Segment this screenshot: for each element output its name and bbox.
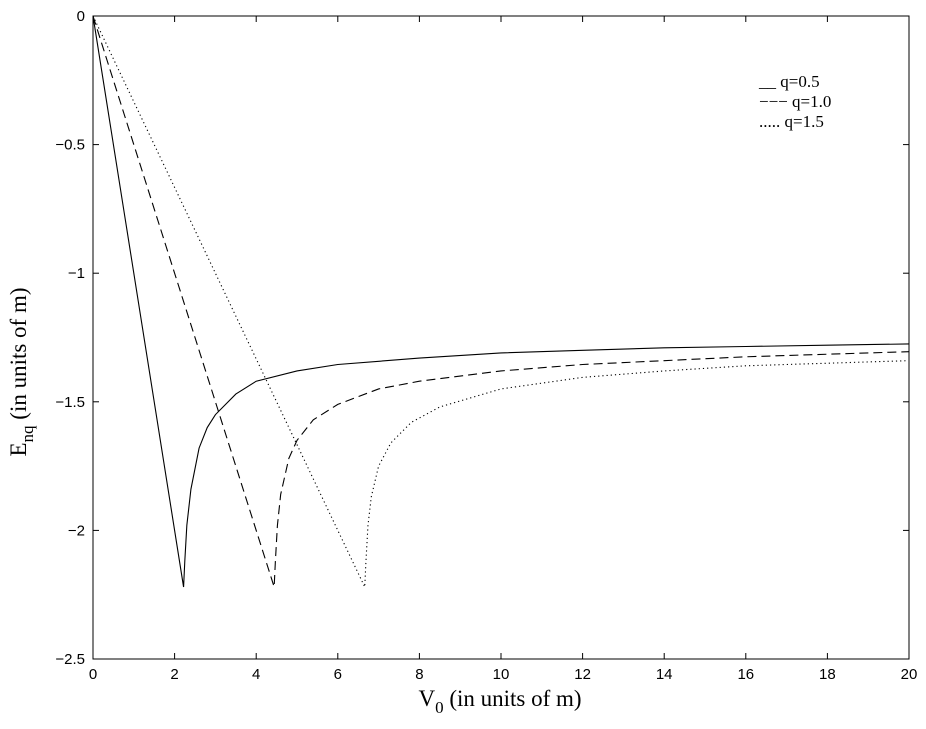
y-tick-label: −1 (68, 265, 85, 282)
x-tick-label: 0 (89, 666, 97, 683)
y-tick-label: −2 (68, 522, 85, 539)
legend-entry-q=0.5: __ q=0.5 (758, 72, 820, 91)
series-line-q=1.0 (92, 15, 910, 588)
x-tick-label: 20 (901, 666, 918, 683)
y-tick-label: −0.5 (55, 137, 85, 154)
x-tick-label: 10 (493, 666, 510, 683)
x-tick-label: 8 (415, 666, 423, 683)
y-tick-label: 0 (77, 8, 85, 25)
legend-entry-q=1.5: ..... q=1.5 (759, 112, 824, 131)
x-tick-label: 16 (737, 666, 754, 683)
x-tick-label: 18 (819, 666, 836, 683)
x-tick-label: 4 (252, 666, 260, 683)
y-axis-title: Enq (in units of m) (6, 287, 37, 456)
y-tick-label: −2.5 (55, 651, 85, 668)
y-tick-label: −1.5 (55, 394, 85, 411)
x-tick-label: 2 (170, 666, 178, 683)
series-line-q=0.5 (92, 15, 910, 588)
x-tick-label: 6 (334, 666, 342, 683)
x-tick-label: 14 (656, 666, 673, 683)
legend-entry-q=1.0: −−− q=1.0 (759, 92, 831, 111)
x-tick-label: 12 (574, 666, 591, 683)
x-axis-title: V0 (in units of m) (418, 686, 581, 717)
